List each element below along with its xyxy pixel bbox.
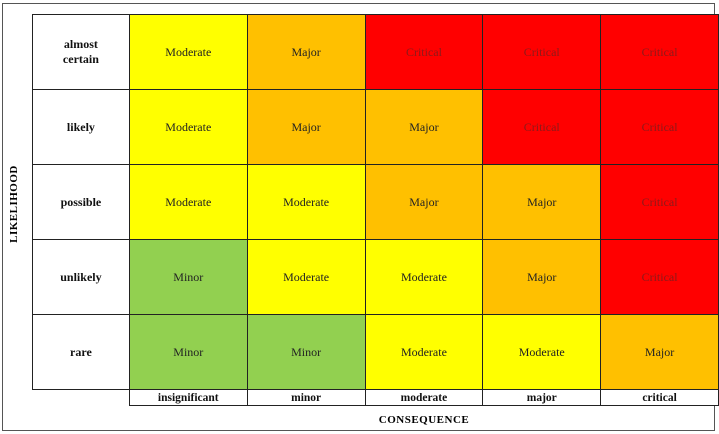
risk-cell: Minor — [128, 239, 248, 315]
risk-cell: Major — [482, 164, 602, 240]
risk-cell: Critical — [600, 14, 719, 90]
risk-cell: Critical — [364, 14, 484, 90]
risk-cell: Moderate — [482, 314, 602, 390]
risk-cell: Major — [364, 89, 484, 165]
risk-cell: Major — [600, 314, 719, 390]
risk-cell: Critical — [600, 164, 719, 240]
y-axis-title: LIKELIHOOD — [8, 165, 20, 243]
risk-cell: Critical — [482, 14, 602, 90]
risk-cell: Moderate — [364, 314, 484, 390]
risk-cell: Moderate — [128, 89, 248, 165]
row-label-rare: rare — [32, 314, 130, 390]
risk-cell: Minor — [128, 314, 248, 390]
risk-matrix-table: almost certain Moderate Major Critical C… — [32, 14, 719, 406]
matrix-row-possible: possible Moderate Moderate Major Major C… — [32, 164, 719, 240]
risk-cell: Critical — [482, 89, 602, 165]
risk-cell: Major — [246, 14, 366, 90]
risk-cell: Moderate — [364, 239, 484, 315]
risk-cell: Moderate — [246, 239, 366, 315]
matrix-row-almost-certain: almost certain Moderate Major Critical C… — [32, 14, 719, 90]
risk-cell: Moderate — [128, 164, 248, 240]
risk-cell: Critical — [600, 239, 719, 315]
risk-cell: Major — [482, 239, 602, 315]
col-label-moderate: moderate — [364, 389, 484, 406]
row-label-likely: likely — [32, 89, 130, 165]
risk-cell: Moderate — [128, 14, 248, 90]
row-label-almost-certain: almost certain — [32, 14, 130, 90]
matrix-row-rare: rare Minor Minor Moderate Moderate Major — [32, 314, 719, 390]
corner-spacer — [33, 390, 130, 406]
col-label-critical: critical — [600, 389, 719, 406]
consequence-label-row: insignificant minor moderate major criti… — [33, 389, 719, 406]
risk-cell: Major — [246, 89, 366, 165]
x-axis-title: CONSEQUENCE — [378, 414, 470, 426]
row-label-possible: possible — [32, 164, 130, 240]
risk-cell: Critical — [600, 89, 719, 165]
col-label-minor: minor — [246, 389, 366, 406]
matrix-row-likely: likely Moderate Major Major Critical Cri… — [32, 89, 719, 165]
col-label-major: major — [482, 389, 602, 406]
row-label-unlikely: unlikely — [32, 239, 130, 315]
risk-cell: Moderate — [246, 164, 366, 240]
risk-cell: Minor — [246, 314, 366, 390]
matrix-row-unlikely: unlikely Minor Moderate Moderate Major C… — [32, 239, 719, 315]
risk-cell: Major — [364, 164, 484, 240]
col-label-insignificant: insignificant — [128, 389, 248, 406]
